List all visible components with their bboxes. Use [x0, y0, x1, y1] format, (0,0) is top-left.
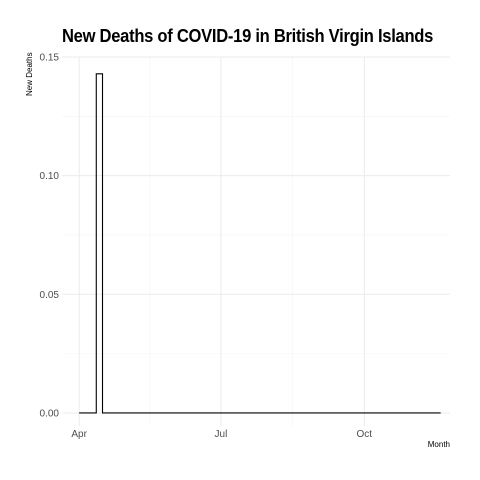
chart-title: New Deaths of COVID-19 in British Virgin… — [62, 26, 434, 46]
major-gridlines — [62, 56, 450, 426]
x-tick-label: Jul — [215, 429, 228, 440]
x-axis-label: Month — [427, 440, 450, 449]
x-tick-labels: Apr Jul Oct — [71, 429, 372, 440]
y-tick-label: 0.00 — [40, 408, 60, 419]
y-tick-label: 0.05 — [40, 290, 60, 301]
minor-gridlines — [62, 57, 450, 426]
y-tick-labels: 0.00 0.05 0.10 0.15 — [40, 53, 60, 420]
y-tick-label: 0.15 — [40, 53, 60, 64]
y-tick-label: 0.10 — [40, 171, 60, 182]
x-tick-label: Oct — [357, 429, 373, 440]
series-line — [79, 73, 441, 414]
x-tick-label: Apr — [71, 429, 87, 440]
series-layer — [79, 73, 441, 414]
